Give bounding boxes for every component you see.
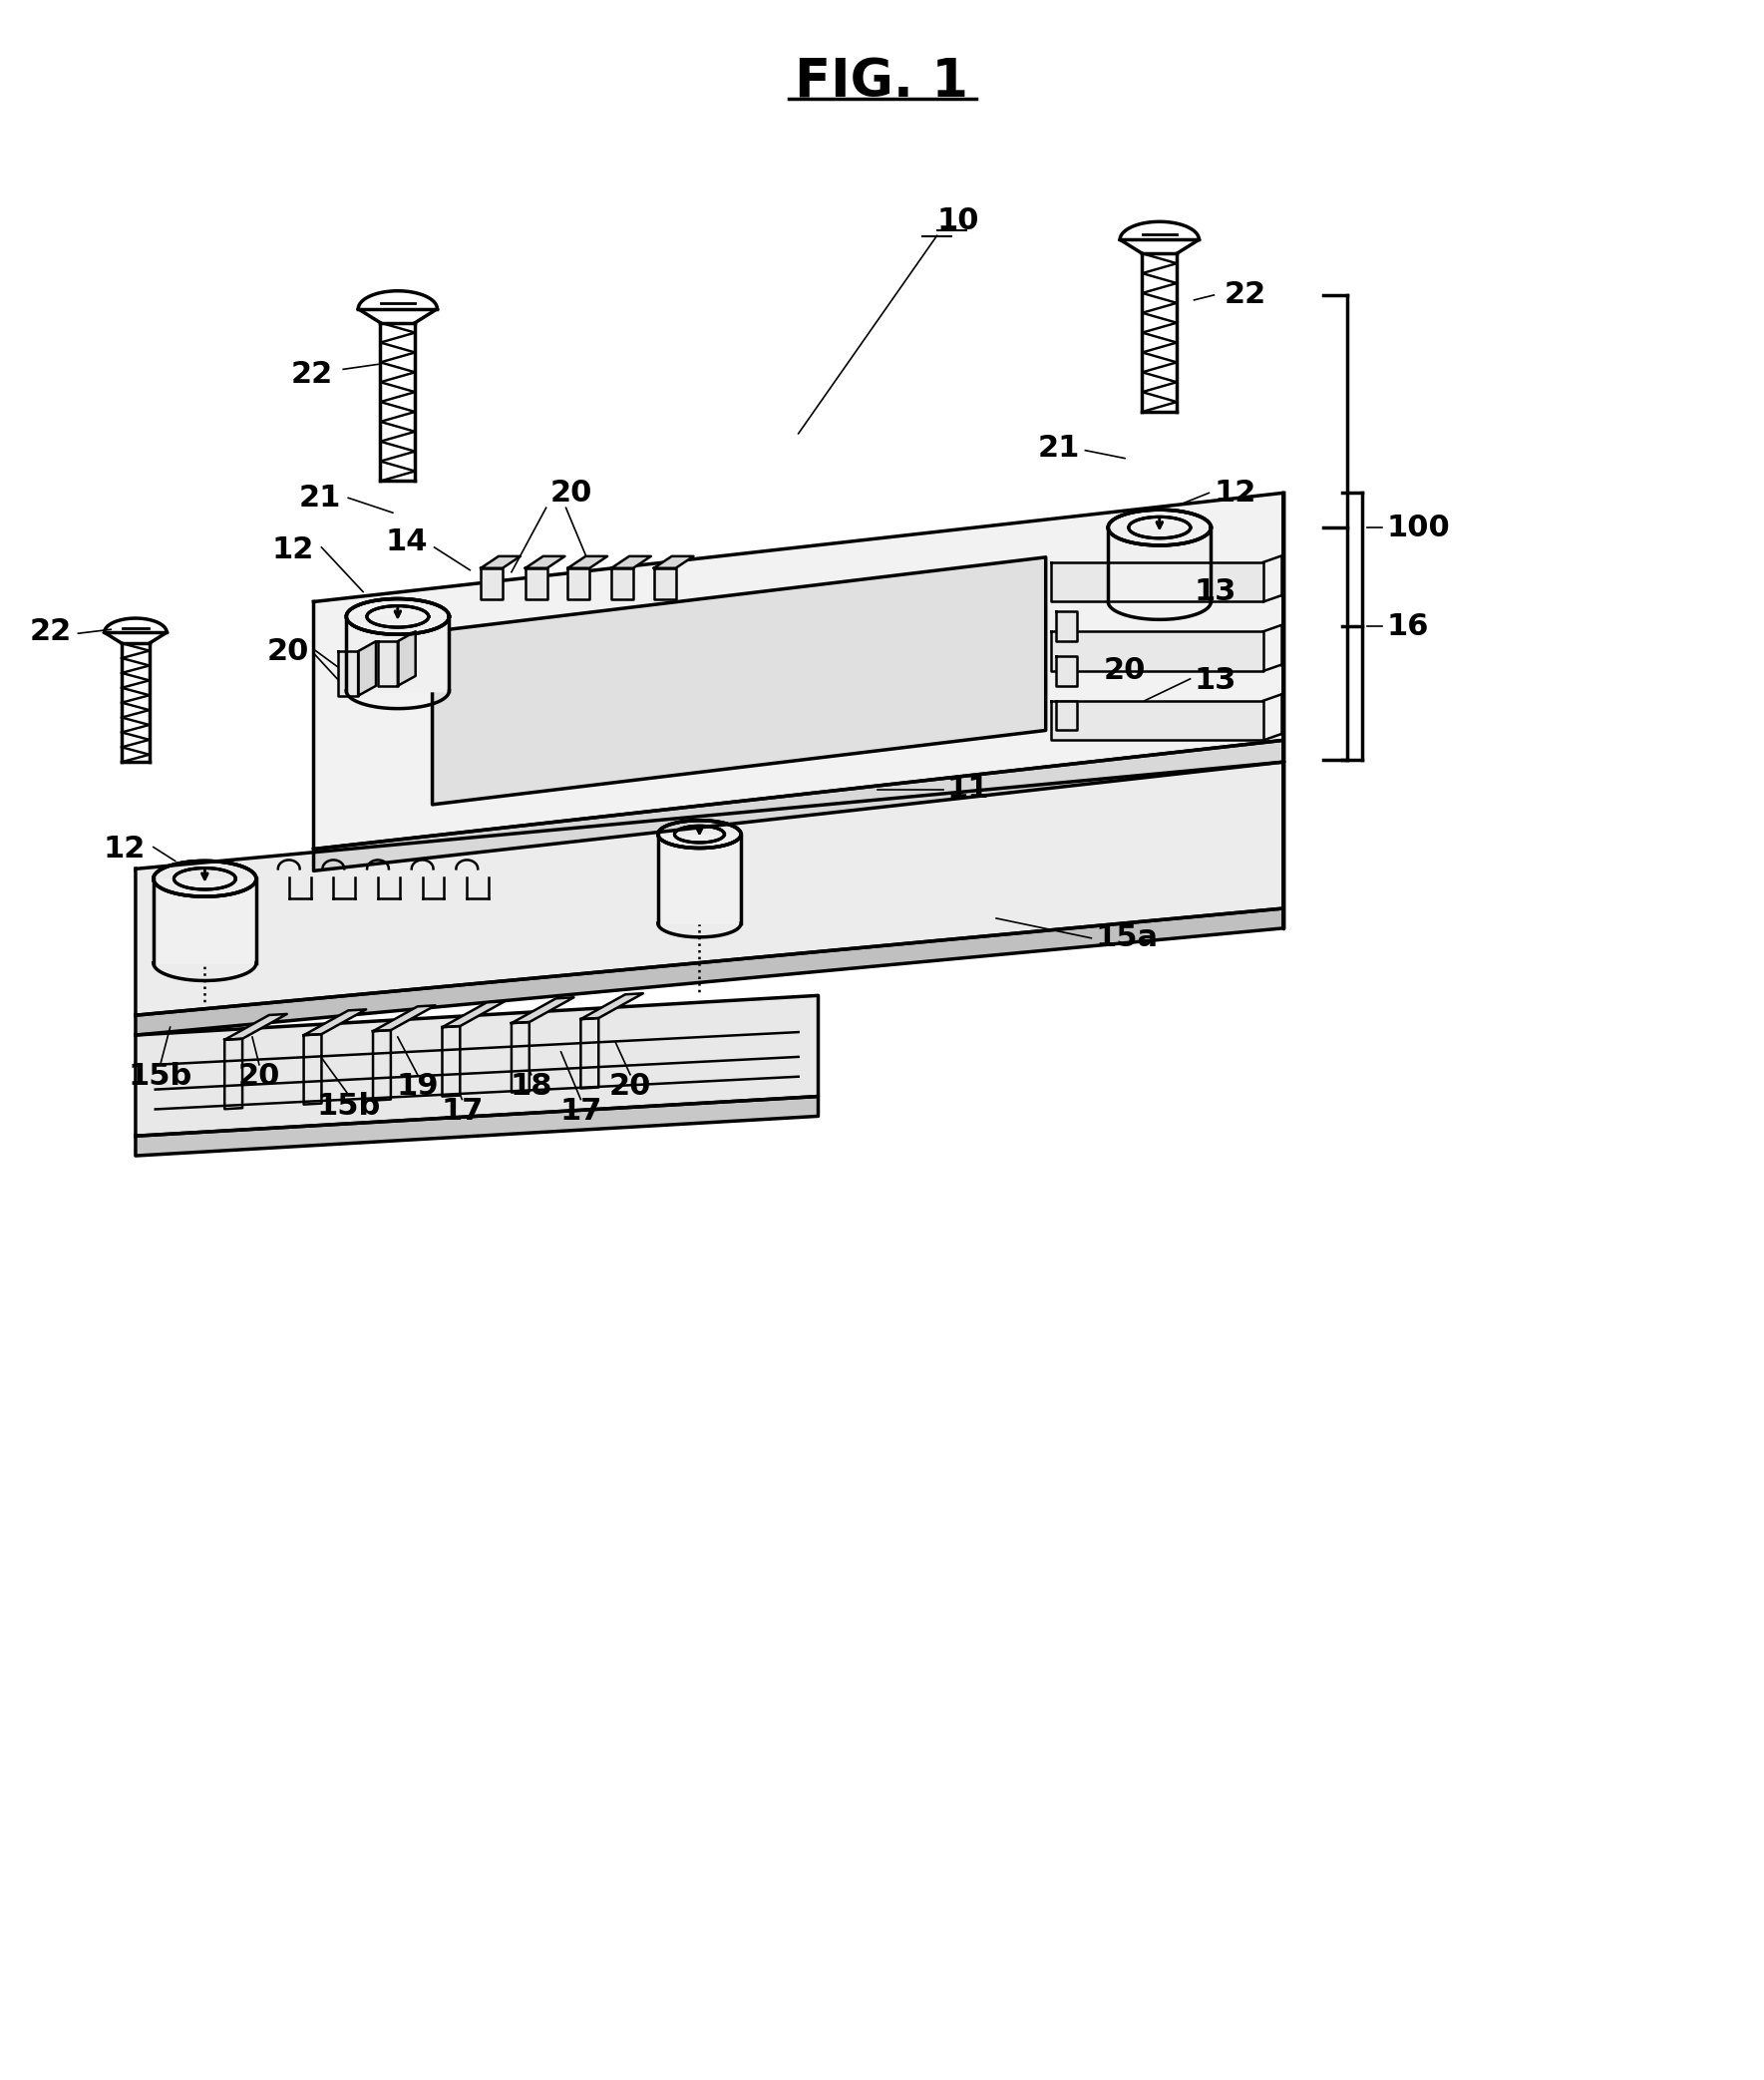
- Polygon shape: [580, 1017, 598, 1088]
- Polygon shape: [346, 616, 450, 691]
- Text: 15b: 15b: [129, 1063, 192, 1092]
- Text: 17: 17: [559, 1096, 602, 1125]
- Polygon shape: [372, 1030, 392, 1100]
- Polygon shape: [314, 740, 1282, 872]
- Text: 18: 18: [510, 1071, 552, 1100]
- Text: 20: 20: [266, 636, 309, 666]
- Text: 14: 14: [385, 528, 427, 557]
- Text: 20: 20: [1102, 657, 1145, 686]
- Text: 19: 19: [397, 1071, 439, 1100]
- Polygon shape: [654, 555, 693, 568]
- Polygon shape: [658, 834, 741, 924]
- Polygon shape: [153, 878, 256, 963]
- Text: 22: 22: [291, 360, 333, 389]
- Polygon shape: [526, 555, 564, 568]
- Polygon shape: [136, 909, 1282, 1036]
- Polygon shape: [1055, 655, 1078, 686]
- Text: 11: 11: [947, 776, 990, 805]
- Polygon shape: [526, 568, 547, 599]
- Text: 12: 12: [272, 537, 314, 566]
- Text: 20: 20: [550, 478, 593, 508]
- Text: FIG. 1: FIG. 1: [796, 56, 968, 108]
- Polygon shape: [654, 568, 676, 599]
- Polygon shape: [224, 1015, 288, 1040]
- Polygon shape: [1108, 528, 1210, 601]
- Polygon shape: [358, 641, 376, 695]
- Text: 17: 17: [441, 1096, 483, 1125]
- Polygon shape: [346, 616, 450, 691]
- Polygon shape: [1051, 562, 1263, 601]
- Polygon shape: [482, 555, 520, 568]
- Polygon shape: [658, 834, 741, 924]
- Text: 10: 10: [937, 206, 979, 235]
- Text: 100: 100: [1387, 514, 1450, 543]
- Polygon shape: [1055, 612, 1078, 641]
- Text: 13: 13: [1194, 578, 1237, 605]
- Text: 12: 12: [102, 834, 145, 863]
- Polygon shape: [1051, 632, 1263, 672]
- Polygon shape: [339, 651, 358, 695]
- Polygon shape: [482, 568, 503, 599]
- Text: 15b: 15b: [316, 1092, 381, 1121]
- Polygon shape: [224, 1038, 242, 1109]
- Polygon shape: [397, 632, 416, 686]
- Text: 16: 16: [1387, 612, 1429, 641]
- Text: 21: 21: [300, 483, 340, 512]
- Polygon shape: [568, 555, 607, 568]
- Polygon shape: [153, 878, 256, 963]
- Text: 12: 12: [1214, 478, 1256, 508]
- Text: 20: 20: [609, 1071, 651, 1100]
- Polygon shape: [1051, 701, 1263, 740]
- Polygon shape: [372, 1005, 436, 1032]
- Text: 15a: 15a: [1095, 924, 1157, 953]
- Polygon shape: [432, 557, 1046, 805]
- Text: 22: 22: [1224, 281, 1267, 310]
- Polygon shape: [612, 568, 633, 599]
- Polygon shape: [443, 1000, 505, 1028]
- Text: 21: 21: [1037, 435, 1080, 464]
- Polygon shape: [377, 641, 397, 686]
- Polygon shape: [443, 1025, 460, 1096]
- Polygon shape: [612, 555, 651, 568]
- Text: 22: 22: [28, 618, 71, 647]
- Polygon shape: [580, 994, 644, 1019]
- Polygon shape: [136, 761, 1282, 1015]
- Polygon shape: [314, 493, 1282, 849]
- Polygon shape: [568, 568, 589, 599]
- Polygon shape: [1108, 528, 1210, 601]
- Text: 13: 13: [1194, 666, 1237, 695]
- Polygon shape: [303, 1034, 321, 1104]
- Polygon shape: [303, 1009, 367, 1036]
- Polygon shape: [512, 998, 573, 1023]
- Polygon shape: [136, 996, 818, 1136]
- Polygon shape: [512, 1021, 529, 1092]
- Polygon shape: [1055, 701, 1078, 730]
- Polygon shape: [136, 1096, 818, 1156]
- Text: 20: 20: [238, 1063, 280, 1092]
